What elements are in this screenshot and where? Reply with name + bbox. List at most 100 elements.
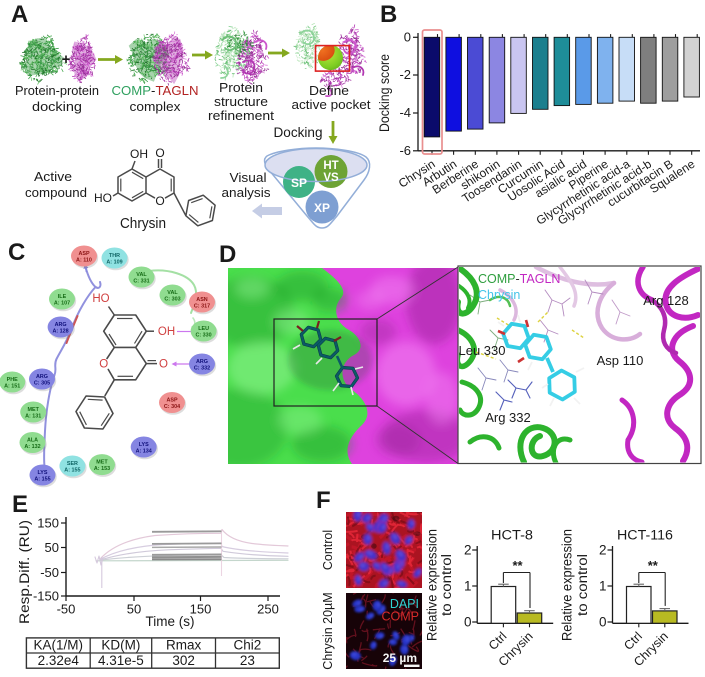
svg-text:complex: complex bbox=[130, 99, 182, 114]
svg-text:C: 330: C: 330 bbox=[196, 333, 212, 339]
svg-text:Docking: Docking bbox=[274, 125, 323, 140]
svg-text:Define: Define bbox=[309, 83, 349, 98]
svg-text:Visual: Visual bbox=[230, 170, 267, 185]
svg-text:COMP: COMP bbox=[382, 610, 420, 624]
svg-text:O: O bbox=[159, 359, 168, 371]
svg-text:1: 1 bbox=[599, 579, 607, 594]
svg-text:HT: HT bbox=[323, 160, 338, 172]
svg-text:+: + bbox=[62, 51, 71, 68]
svg-text:ASN: ASN bbox=[196, 297, 207, 303]
svg-text:HCT-116: HCT-116 bbox=[617, 528, 673, 543]
svg-text:A: 134: A: 134 bbox=[136, 449, 152, 455]
svg-text:analysis: analysis bbox=[222, 185, 272, 200]
svg-text:A: 110: A: 110 bbox=[76, 258, 92, 264]
svg-text:C: 317: C: 317 bbox=[194, 304, 210, 310]
svg-text:VAL: VAL bbox=[136, 272, 147, 278]
svg-text:A: 151: A: 151 bbox=[4, 384, 20, 390]
svg-text:OH: OH bbox=[158, 326, 175, 338]
svg-text:Relative expression: Relative expression bbox=[425, 529, 440, 641]
svg-text:Chi2: Chi2 bbox=[234, 638, 262, 653]
svg-text:ASP: ASP bbox=[78, 251, 89, 257]
svg-text:0: 0 bbox=[404, 30, 411, 45]
svg-text:-50: -50 bbox=[40, 565, 59, 580]
svg-text:structure: structure bbox=[214, 94, 268, 109]
svg-text:Chrysin 20µM: Chrysin 20µM bbox=[321, 592, 335, 669]
svg-text:B: B bbox=[380, 1, 397, 28]
svg-text:refinement: refinement bbox=[208, 108, 274, 123]
svg-text:1: 1 bbox=[464, 579, 472, 594]
svg-text:150: 150 bbox=[37, 516, 59, 531]
svg-text:50: 50 bbox=[127, 602, 141, 617]
svg-text:to control: to control bbox=[575, 554, 590, 616]
svg-text:50: 50 bbox=[45, 540, 59, 555]
svg-text:**: ** bbox=[512, 558, 523, 573]
svg-text:C: C bbox=[8, 239, 25, 266]
svg-text:to control: to control bbox=[439, 554, 454, 616]
svg-text:Arg 128: Arg 128 bbox=[643, 293, 689, 308]
svg-text:Chrysin: Chrysin bbox=[120, 216, 166, 232]
svg-text:OH: OH bbox=[130, 147, 148, 161]
svg-text:302: 302 bbox=[172, 653, 195, 668]
svg-text:DAPI: DAPI bbox=[390, 597, 419, 611]
svg-text:ARG: ARG bbox=[36, 374, 48, 380]
svg-text:Control: Control bbox=[321, 530, 335, 570]
svg-text:active pocket: active pocket bbox=[292, 97, 371, 112]
svg-text:Resp.Diff. (RU): Resp.Diff. (RU) bbox=[17, 520, 32, 624]
svg-text:-50: -50 bbox=[57, 602, 76, 617]
svg-text:C: 332: C: 332 bbox=[194, 366, 210, 372]
svg-text:O: O bbox=[99, 359, 108, 371]
svg-text:SP: SP bbox=[291, 176, 307, 190]
svg-text:Protein: Protein bbox=[219, 80, 263, 95]
svg-text:C: 305: C: 305 bbox=[34, 381, 50, 387]
svg-text:Rmax: Rmax bbox=[166, 638, 202, 653]
svg-text:MET: MET bbox=[96, 460, 108, 466]
svg-text:A: 128: A: 128 bbox=[53, 329, 69, 335]
svg-text:KD(M): KD(M) bbox=[101, 638, 140, 653]
svg-text:MET: MET bbox=[28, 407, 40, 413]
svg-text:LEU: LEU bbox=[198, 326, 209, 332]
svg-text:docking: docking bbox=[32, 99, 82, 114]
svg-text:23: 23 bbox=[240, 653, 255, 668]
svg-text:2: 2 bbox=[464, 543, 472, 558]
svg-text:ILE: ILE bbox=[58, 294, 67, 300]
svg-text:HO: HO bbox=[94, 191, 112, 205]
svg-text:-2: -2 bbox=[399, 67, 411, 82]
svg-text:PHE: PHE bbox=[7, 377, 18, 383]
svg-text:O: O bbox=[155, 194, 164, 208]
svg-text:Active: Active bbox=[34, 169, 72, 184]
svg-text:ARG: ARG bbox=[196, 359, 208, 365]
svg-text:LYS: LYS bbox=[38, 470, 48, 476]
svg-text:C: 303: C: 303 bbox=[164, 297, 180, 303]
svg-text:4.31e-5: 4.31e-5 bbox=[98, 653, 144, 668]
svg-text:XP: XP bbox=[314, 201, 330, 215]
svg-text:KA(1/M): KA(1/M) bbox=[34, 638, 84, 653]
svg-text:0: 0 bbox=[599, 615, 607, 630]
svg-text:HO: HO bbox=[92, 293, 109, 305]
svg-text:F: F bbox=[316, 487, 331, 514]
svg-text:-6: -6 bbox=[399, 143, 411, 158]
svg-text:150: 150 bbox=[190, 602, 212, 617]
svg-text:Time (s): Time (s) bbox=[146, 614, 195, 629]
svg-text:0: 0 bbox=[464, 615, 472, 630]
svg-text:ALA: ALA bbox=[27, 438, 38, 444]
svg-text:25 µm: 25 µm bbox=[383, 651, 417, 665]
svg-text:**: ** bbox=[648, 558, 659, 573]
svg-text:Arg 332: Arg 332 bbox=[485, 410, 531, 425]
svg-text:COMP-TAGLN: COMP-TAGLN bbox=[112, 83, 199, 98]
svg-text:A: 107: A: 107 bbox=[54, 301, 70, 307]
svg-text:A: 109: A: 109 bbox=[106, 260, 122, 266]
svg-text:-150: -150 bbox=[33, 589, 59, 604]
svg-text:THR: THR bbox=[109, 253, 120, 259]
svg-text:E: E bbox=[12, 491, 28, 518]
svg-text:D: D bbox=[219, 241, 236, 268]
svg-text:A: 155: A: 155 bbox=[34, 477, 50, 483]
svg-text:VAL: VAL bbox=[167, 290, 178, 296]
svg-text:Asp 110: Asp 110 bbox=[597, 353, 644, 368]
svg-text:-4: -4 bbox=[399, 105, 411, 120]
svg-text:Protein-protein: Protein-protein bbox=[15, 83, 99, 98]
svg-text:A: 132: A: 132 bbox=[24, 444, 40, 450]
svg-text:A: A bbox=[11, 1, 28, 28]
svg-text:VS: VS bbox=[323, 172, 339, 184]
svg-text:C: 304: C: 304 bbox=[164, 404, 180, 410]
svg-text:A: 155: A: 155 bbox=[64, 468, 80, 474]
